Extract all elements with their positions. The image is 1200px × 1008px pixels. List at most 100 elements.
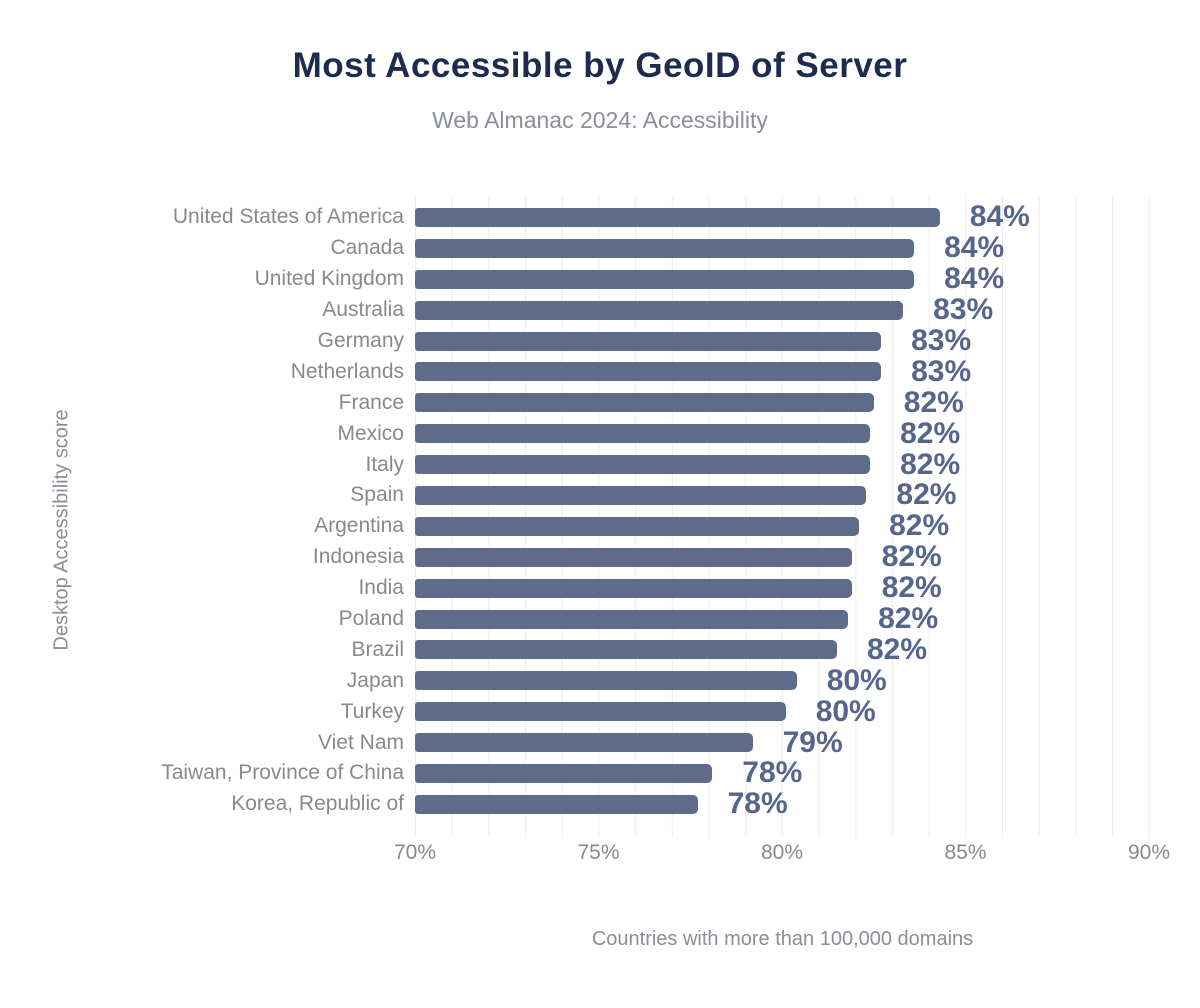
bar: [415, 485, 867, 505]
bar-row: Taiwan, Province of China 78%: [0, 758, 1200, 789]
country-label: Turkey: [340, 699, 404, 723]
bar-row: Korea, Republic of 78%: [0, 789, 1200, 820]
country-label: Japan: [346, 668, 404, 692]
value-label: 82%: [881, 540, 942, 574]
bar-track: 83%: [415, 326, 1150, 356]
bar-row: Canada 84%: [0, 233, 1200, 264]
bar-row: Indonesia 82%: [0, 542, 1200, 573]
bar-track: 82%: [415, 449, 1150, 479]
bar-row: Viet Nam 79%: [0, 727, 1200, 758]
country-label: United Kingdom: [254, 267, 404, 291]
country-label: United States of America: [172, 205, 404, 229]
country-label: France: [338, 390, 404, 414]
country-label: Indonesia: [312, 545, 404, 569]
value-label: 82%: [878, 602, 939, 636]
country-label: Brazil: [351, 637, 404, 661]
bar-row: Argentina 82%: [0, 511, 1200, 542]
bar-track: 82%: [415, 542, 1150, 572]
bar: [415, 702, 786, 722]
x-axis-ticks: 70% 75% 80% 85% 90%: [394, 841, 1170, 871]
value-label: 78%: [742, 756, 803, 790]
value-label: 82%: [881, 571, 942, 605]
bar: [415, 733, 753, 753]
value-label: 83%: [911, 354, 972, 388]
bar-row: Australia 83%: [0, 295, 1200, 326]
bar-track: 79%: [415, 727, 1150, 757]
x-axis-tick-label: 70%: [393, 841, 437, 864]
bar: [415, 516, 860, 536]
bar-row: Netherlands 83%: [0, 356, 1200, 387]
bar-track: 82%: [415, 511, 1150, 541]
country-label: Argentina: [314, 514, 404, 538]
bar: [415, 424, 871, 444]
bar: [415, 362, 882, 382]
bar-row: Italy 82%: [0, 449, 1200, 480]
country-label: Poland: [338, 607, 404, 631]
bar-track: 82%: [415, 573, 1150, 603]
value-label: 82%: [903, 385, 964, 419]
bar: [415, 331, 882, 351]
bar-track: 84%: [415, 264, 1150, 294]
bar-track: 84%: [415, 233, 1150, 263]
value-label: 84%: [944, 262, 1005, 296]
bar-track: 83%: [415, 295, 1150, 325]
bar: [415, 763, 713, 783]
bar-row: Turkey 80%: [0, 696, 1200, 727]
bar-track: 82%: [415, 480, 1150, 510]
chart-title: Most Accessible by GeoID of Server: [292, 46, 908, 85]
country-label: Korea, Republic of: [231, 792, 404, 816]
country-label: Spain: [350, 483, 404, 507]
bar: [415, 794, 698, 814]
x-axis-tick-label: 75%: [577, 841, 620, 864]
bar-rows: United States of America 84% Canada 84% …: [0, 202, 1200, 820]
bar: [415, 640, 837, 660]
bar: [415, 207, 940, 227]
bar: [415, 547, 852, 567]
bar-track: 82%: [415, 634, 1150, 664]
bar-row: Germany 83%: [0, 326, 1200, 357]
bar-track: 78%: [415, 789, 1150, 819]
country-label: Taiwan, Province of China: [161, 761, 404, 785]
bar-row: United States of America 84%: [0, 202, 1200, 233]
x-axis-tick-label: 80%: [760, 841, 804, 864]
bar: [415, 609, 849, 629]
bar: [415, 393, 874, 413]
bar-track: 82%: [415, 418, 1150, 448]
value-label: 84%: [969, 200, 1030, 234]
country-label: Germany: [317, 329, 404, 352]
value-label: 80%: [815, 694, 876, 728]
value-label: 82%: [896, 478, 957, 512]
value-label: 82%: [900, 447, 961, 481]
x-axis-tick-label: 85%: [944, 841, 987, 864]
country-label: Mexico: [337, 421, 404, 445]
x-axis-tick-label: 90%: [1127, 841, 1171, 864]
bar: [415, 578, 852, 598]
country-label: Netherlands: [290, 359, 404, 383]
bar-row: United Kingdom 84%: [0, 264, 1200, 295]
country-label: Viet Nam: [318, 730, 404, 754]
value-label: 82%: [889, 509, 950, 543]
bar-track: 84%: [415, 202, 1150, 232]
bar-track: 82%: [415, 387, 1150, 417]
value-label: 79%: [782, 725, 843, 759]
value-label: 78%: [727, 787, 788, 821]
bar: [415, 238, 915, 258]
country-label: India: [358, 576, 404, 600]
bar: [415, 269, 915, 289]
bar-row: Poland 82%: [0, 604, 1200, 635]
country-label: Canada: [330, 236, 404, 260]
bar: [415, 455, 871, 475]
bar-row: Mexico 82%: [0, 418, 1200, 449]
value-label: 80%: [826, 663, 887, 697]
country-label: Australia: [322, 298, 404, 322]
value-label: 84%: [944, 231, 1005, 265]
bar-track: 80%: [415, 696, 1150, 726]
bar-row: Brazil 82%: [0, 634, 1200, 665]
country-label: Italy: [365, 452, 404, 476]
value-label: 82%: [867, 632, 928, 666]
bar-row: France 82%: [0, 387, 1200, 418]
x-axis-caption: Countries with more than 100,000 domains: [591, 928, 974, 950]
value-label: 83%: [933, 293, 994, 327]
bar: [415, 300, 904, 320]
